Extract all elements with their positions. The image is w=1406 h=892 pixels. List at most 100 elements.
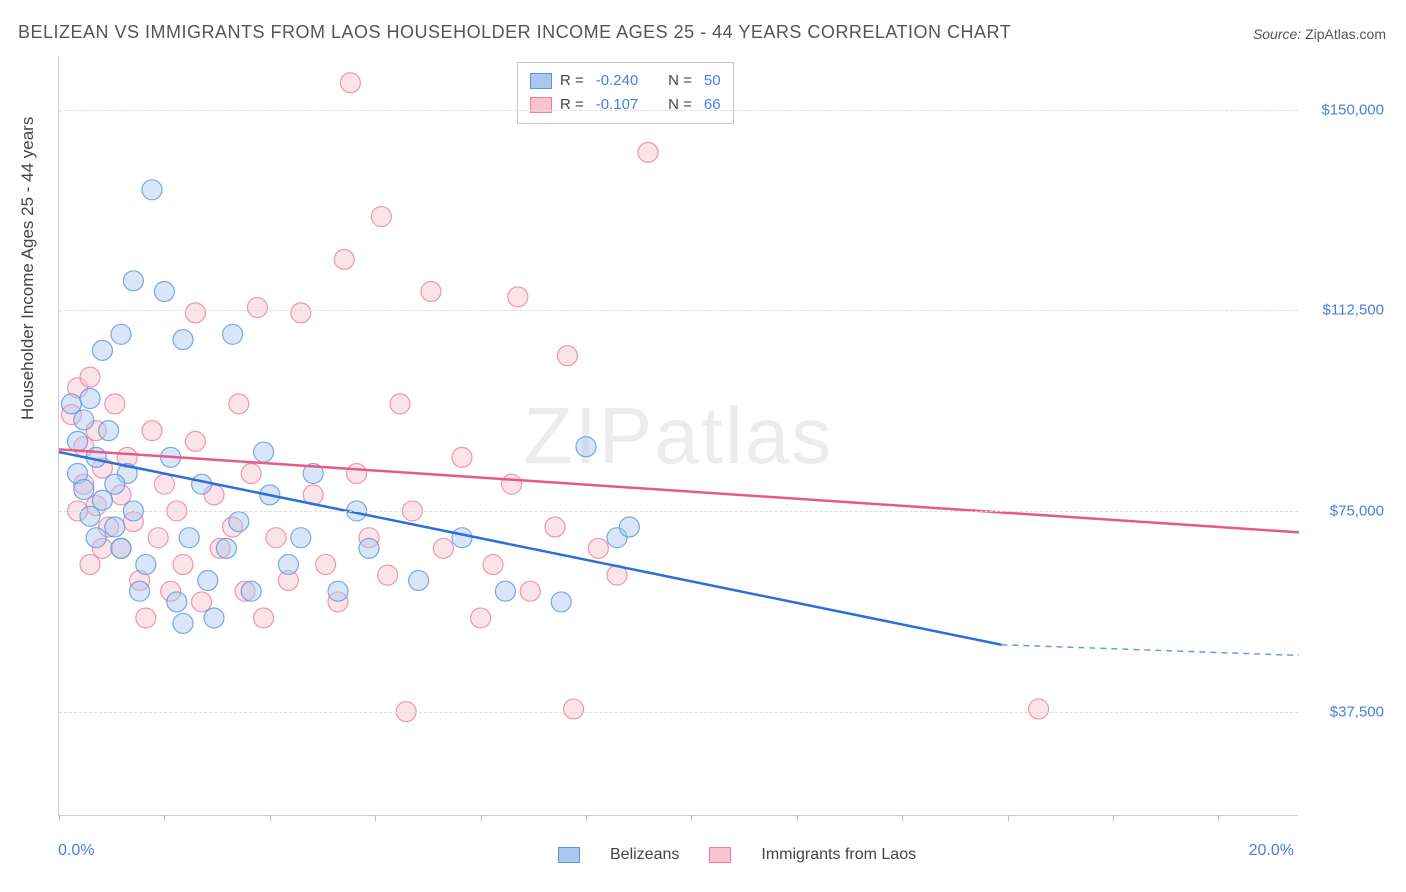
x-tick bbox=[1218, 815, 1219, 821]
data-point bbox=[328, 581, 348, 601]
data-point bbox=[74, 480, 94, 500]
data-point bbox=[551, 592, 571, 612]
data-point bbox=[378, 565, 398, 585]
data-point bbox=[564, 699, 584, 719]
legend-r-label: R = bbox=[560, 93, 584, 117]
legend-r-value: -0.240 bbox=[596, 69, 652, 93]
source-value: ZipAtlas.com bbox=[1305, 26, 1386, 42]
data-point bbox=[278, 554, 298, 574]
data-point bbox=[576, 437, 596, 457]
data-point bbox=[123, 271, 143, 291]
y-tick-label: $37,500 bbox=[1304, 703, 1384, 720]
legend-r-label: R = bbox=[560, 69, 584, 93]
data-point bbox=[185, 431, 205, 451]
data-point bbox=[340, 73, 360, 93]
data-point bbox=[371, 207, 391, 227]
data-point bbox=[130, 581, 150, 601]
x-axis-end: 20.0% bbox=[1249, 842, 1294, 860]
data-point bbox=[291, 528, 311, 548]
x-tick bbox=[270, 815, 271, 821]
data-point bbox=[452, 447, 472, 467]
data-point bbox=[502, 474, 522, 494]
data-point bbox=[105, 394, 125, 414]
data-point bbox=[173, 613, 193, 633]
data-point bbox=[192, 474, 212, 494]
data-point bbox=[68, 431, 88, 451]
data-point bbox=[495, 581, 515, 601]
x-tick bbox=[586, 815, 587, 821]
data-point bbox=[179, 528, 199, 548]
data-point bbox=[638, 142, 658, 162]
data-point bbox=[148, 528, 168, 548]
data-point bbox=[74, 410, 94, 430]
regression-line-extrapolated bbox=[1001, 645, 1299, 656]
y-tick-label: $150,000 bbox=[1304, 101, 1384, 118]
data-point bbox=[142, 421, 162, 441]
data-point bbox=[136, 608, 156, 628]
data-point bbox=[241, 463, 261, 483]
data-point bbox=[154, 281, 174, 301]
data-point bbox=[173, 554, 193, 574]
x-tick bbox=[902, 815, 903, 821]
x-tick bbox=[691, 815, 692, 821]
y-tick-label: $75,000 bbox=[1304, 502, 1384, 519]
source-label: Source: bbox=[1253, 26, 1301, 42]
data-point bbox=[254, 442, 274, 462]
data-point bbox=[471, 608, 491, 628]
legend-series-name: Belizeans bbox=[610, 846, 679, 864]
data-point bbox=[1029, 699, 1049, 719]
legend-swatch bbox=[530, 73, 552, 89]
data-point bbox=[229, 512, 249, 532]
legend-swatch bbox=[709, 847, 731, 863]
data-point bbox=[173, 330, 193, 350]
y-tick-label: $112,500 bbox=[1304, 302, 1384, 319]
legend-r-value: -0.107 bbox=[596, 93, 652, 117]
x-tick bbox=[375, 815, 376, 821]
legend-row: R = -0.107 N = 66 bbox=[530, 93, 721, 117]
chart-title: BELIZEAN VS IMMIGRANTS FROM LAOS HOUSEHO… bbox=[18, 22, 1011, 43]
x-tick bbox=[1008, 815, 1009, 821]
x-tick bbox=[59, 815, 60, 821]
legend-n-label: N = bbox=[660, 93, 692, 117]
data-point bbox=[291, 303, 311, 323]
data-point bbox=[266, 528, 286, 548]
x-tick bbox=[481, 815, 482, 821]
data-point bbox=[105, 517, 125, 537]
data-point bbox=[185, 303, 205, 323]
data-point bbox=[409, 571, 429, 591]
data-point bbox=[86, 528, 106, 548]
legend-row: R =-0.240 N =50 bbox=[530, 69, 721, 93]
gridline bbox=[59, 511, 1298, 512]
legend-n-value: 50 bbox=[704, 69, 721, 93]
legend-swatch bbox=[530, 97, 552, 113]
data-point bbox=[105, 474, 125, 494]
chart-svg bbox=[59, 56, 1299, 816]
data-point bbox=[588, 538, 608, 558]
data-point bbox=[421, 281, 441, 301]
data-point bbox=[80, 389, 100, 409]
data-point bbox=[316, 554, 336, 574]
data-point bbox=[390, 394, 410, 414]
correlation-legend: R = -0.240 N = 50R = -0.107 N = 66 bbox=[517, 62, 734, 124]
source-citation: Source: ZipAtlas.com bbox=[1253, 26, 1386, 42]
data-point bbox=[223, 324, 243, 344]
gridline bbox=[59, 110, 1298, 111]
series-legend: BelizeansImmigrants from Laos bbox=[558, 846, 916, 864]
data-point bbox=[619, 517, 639, 537]
data-point bbox=[247, 298, 267, 318]
data-point bbox=[204, 608, 224, 628]
data-point bbox=[520, 581, 540, 601]
plot-container: ZIPatlas R =-0.240 N =50R =-0.107 N =66 … bbox=[58, 56, 1388, 836]
data-point bbox=[483, 554, 503, 574]
data-point bbox=[557, 346, 577, 366]
data-point bbox=[111, 538, 131, 558]
plot-area: ZIPatlas R =-0.240 N =50R =-0.107 N =66 … bbox=[58, 56, 1298, 816]
x-tick bbox=[797, 815, 798, 821]
legend-n-value: 66 bbox=[704, 93, 721, 117]
data-point bbox=[99, 421, 119, 441]
data-point bbox=[136, 554, 156, 574]
x-tick bbox=[164, 815, 165, 821]
x-tick bbox=[1113, 815, 1114, 821]
data-point bbox=[142, 180, 162, 200]
data-point bbox=[80, 367, 100, 387]
